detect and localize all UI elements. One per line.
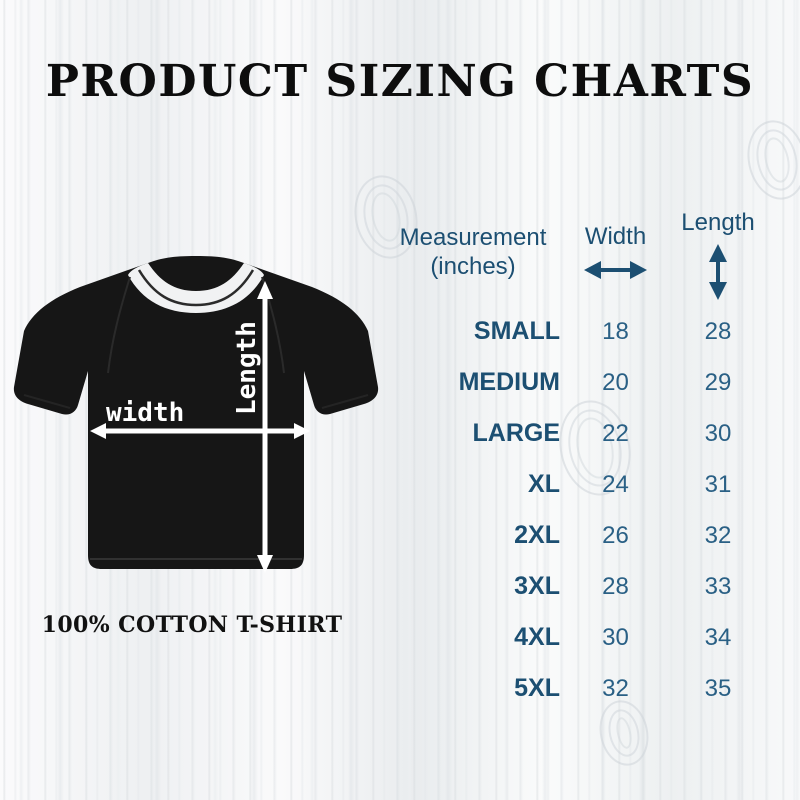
header-measurement-line1: Measurement: [399, 224, 547, 251]
cell-size-label: 3XL: [514, 572, 560, 600]
double-arrow-horizontal-icon: [568, 259, 663, 281]
cell-width-value: 30: [602, 624, 629, 651]
header-width: Width: [584, 223, 647, 250]
cell-length-value: 29: [704, 369, 732, 396]
page-title: PRODUCT SIZING CHARTS: [45, 56, 755, 107]
sizing-table: Measurement (inches) Width Length: [378, 209, 788, 702]
header-measurement-line2: (inches): [430, 253, 516, 280]
cell-size-label: XL: [528, 470, 560, 498]
table-row: 5XL 32 35: [378, 672, 788, 723]
cell-length-value: 35: [704, 675, 732, 702]
table-row: 3XL 28 33: [378, 570, 788, 621]
fabric-caption: 100% COTTON T-SHIRT: [41, 612, 343, 638]
sleeve-hem-left: [23, 394, 71, 409]
tshirt-silhouette: [13, 256, 379, 569]
table-row: 2XL 26 32: [378, 519, 788, 570]
sleeve-hem-right: [321, 394, 369, 409]
table-row: 4XL 30 34: [378, 621, 788, 672]
table-body: SMALL 18 28 MEDIUM 20 29 LARGE 22 30 XL 24 31 2XL 26 3…: [378, 315, 788, 723]
cell-length-value: 32: [704, 522, 732, 549]
cell-size-label: 5XL: [514, 674, 560, 702]
cell-length-value: 28: [704, 318, 732, 345]
cell-size-label: MEDIUM: [458, 368, 560, 396]
tshirt-illustration: width Length: [13, 256, 379, 573]
cell-size-label: 2XL: [514, 521, 560, 549]
double-arrow-vertical-icon: [668, 241, 768, 303]
cell-width-value: 18: [602, 318, 629, 345]
cell-size-label: 4XL: [514, 623, 560, 651]
collar-rib-line: [137, 269, 255, 307]
table-row: LARGE 22 30: [378, 417, 788, 468]
table-row: XL 24 31: [378, 468, 788, 519]
header-length: Length: [681, 209, 755, 236]
table-row: SMALL 18 28: [378, 315, 788, 366]
shirt-length-label: Length: [232, 321, 262, 415]
cell-width-value: 28: [602, 573, 629, 600]
tshirt-collar-icon: [128, 263, 264, 313]
cell-size-label: LARGE: [472, 419, 561, 447]
table-row: MEDIUM 20 29: [378, 366, 788, 417]
table-header-row: Measurement (inches) Width Length: [378, 209, 788, 323]
cell-width-value: 24: [602, 471, 629, 498]
header-measurement: Measurement (inches): [378, 223, 568, 281]
cell-width-value: 20: [602, 369, 629, 396]
tshirt-diagram: width Length: [12, 255, 380, 585]
shoulder-seam-left: [107, 276, 131, 374]
length-measure-arrow: [257, 281, 273, 573]
cell-size-label: SMALL: [473, 317, 560, 345]
cell-length-value: 34: [704, 624, 732, 651]
shirt-width-label: width: [106, 398, 184, 428]
cell-width-value: 22: [602, 420, 629, 447]
cell-length-value: 33: [704, 573, 732, 600]
cell-width-value: 32: [602, 675, 629, 702]
cell-width-value: 26: [602, 522, 629, 549]
cell-length-value: 30: [704, 420, 732, 447]
cell-length-value: 31: [704, 471, 732, 498]
